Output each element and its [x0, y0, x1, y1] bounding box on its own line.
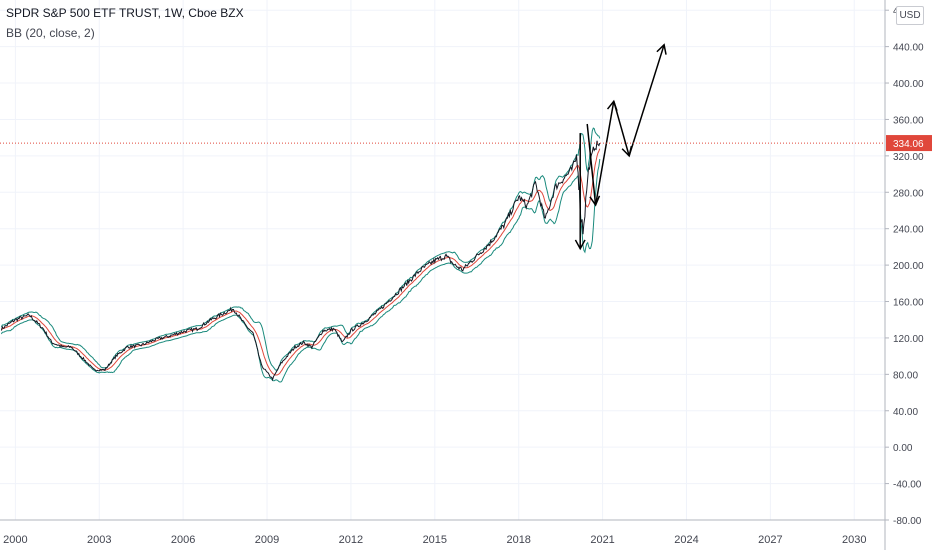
basis-line	[0, 148, 601, 376]
y-tick-label: 80.00	[893, 370, 918, 381]
x-tick-label: 2024	[674, 534, 698, 546]
drawn-arrows[interactable]	[574, 43, 667, 251]
y-tick-label: 440.00	[893, 43, 924, 54]
y-tick-label: -40.00	[893, 480, 922, 491]
y-tick-label: 400.00	[893, 79, 924, 90]
x-tick-label: 2030	[842, 534, 866, 546]
y-tick-label: 120.00	[893, 334, 924, 345]
upper-band-line	[0, 127, 601, 371]
arrow-head[interactable]	[656, 43, 667, 55]
indicator-label[interactable]: BB (20, close, 2)	[6, 26, 95, 40]
x-tick-label: 2012	[339, 534, 363, 546]
y-tick-label: 240.00	[893, 225, 924, 236]
y-tick-label: 200.00	[893, 261, 924, 272]
grid-lines	[0, 0, 885, 521]
chart-title[interactable]: SPDR S&P 500 ETF TRUST, 1W, Cboe BZX	[6, 6, 244, 20]
bollinger-bands	[0, 127, 601, 383]
x-tick-label: 2009	[255, 534, 279, 546]
y-tick-label: 320.00	[893, 152, 924, 163]
x-tick-label: 2027	[758, 534, 782, 546]
y-tick-label: 280.00	[893, 188, 924, 199]
x-tick-label: 2021	[590, 534, 614, 546]
last-price-label: 334.06	[893, 139, 924, 150]
lower-band-line	[0, 158, 601, 383]
price-line	[0, 140, 601, 382]
x-tick-label: 2015	[423, 534, 447, 546]
x-tick-label: 2018	[506, 534, 530, 546]
y-tick-label: -80.00	[893, 516, 922, 527]
y-tick-label: 40.00	[893, 407, 918, 418]
arrow-line[interactable]	[594, 101, 615, 206]
arrow-line[interactable]	[613, 101, 630, 157]
arrow-line[interactable]	[586, 123, 597, 206]
price-series	[0, 140, 601, 382]
y-tick-label: 160.00	[893, 298, 924, 309]
y-tick-label: 360.00	[893, 115, 924, 126]
x-tick-label: 2006	[171, 534, 195, 546]
arrow-head[interactable]	[589, 195, 601, 207]
last-price-badge	[886, 135, 932, 152]
arrow-head[interactable]	[574, 239, 586, 251]
x-tick-label: 2003	[87, 534, 111, 546]
x-tick-label: 2000	[3, 534, 27, 546]
arrow-line[interactable]	[628, 44, 665, 157]
currency-button[interactable]: USD	[896, 6, 924, 25]
y-tick-label: 0.00	[893, 443, 913, 454]
